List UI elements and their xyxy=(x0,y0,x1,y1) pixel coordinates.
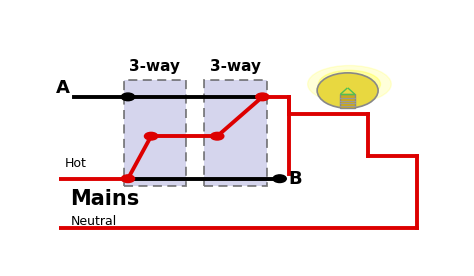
Text: Hot: Hot xyxy=(65,157,87,170)
Circle shape xyxy=(317,73,378,108)
FancyBboxPatch shape xyxy=(124,80,186,186)
Circle shape xyxy=(121,93,135,101)
Text: 3-way: 3-way xyxy=(129,59,180,74)
Text: Mains: Mains xyxy=(70,189,139,209)
Text: Neutral: Neutral xyxy=(70,215,117,228)
Ellipse shape xyxy=(308,65,391,103)
Circle shape xyxy=(273,175,286,182)
Text: A: A xyxy=(56,79,70,97)
Circle shape xyxy=(145,132,158,140)
Ellipse shape xyxy=(319,70,381,98)
Circle shape xyxy=(121,175,135,182)
FancyBboxPatch shape xyxy=(340,94,355,108)
Circle shape xyxy=(210,132,224,140)
Ellipse shape xyxy=(326,73,374,95)
Text: B: B xyxy=(289,170,302,188)
FancyBboxPatch shape xyxy=(204,80,267,186)
Text: 3-way: 3-way xyxy=(210,59,261,74)
Circle shape xyxy=(256,93,269,101)
